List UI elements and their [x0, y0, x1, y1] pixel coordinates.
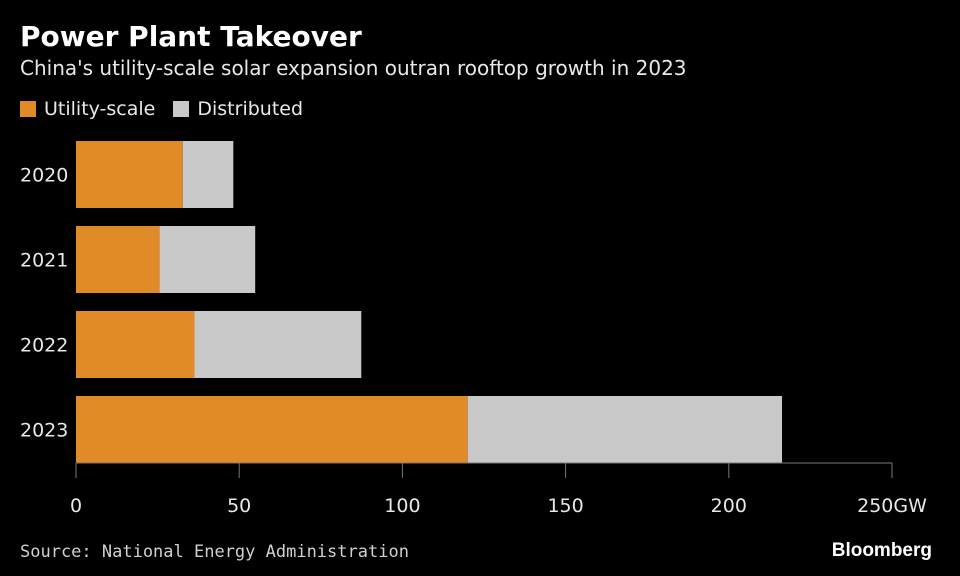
y-tick-label-2021: 2021 [20, 250, 68, 272]
y-tick-label-2020: 2020 [20, 165, 68, 187]
y-tick-label-2023: 2023 [20, 420, 68, 442]
legend-swatch-utility [20, 101, 36, 117]
legend-item-utility: Utility-scale [20, 98, 155, 120]
legend: Utility-scale Distributed [20, 98, 303, 120]
x-tick-label-0: 0 [70, 495, 82, 517]
bar-utility-2022 [76, 311, 195, 378]
x-tick-label-200: 200 [711, 495, 747, 517]
x-tick-label-50: 50 [227, 495, 251, 517]
bar-utility-2021 [76, 226, 160, 293]
bar-utility-2020 [76, 141, 183, 208]
bar-utility-2023 [76, 396, 468, 463]
legend-label-distributed: Distributed [197, 98, 304, 120]
x-tick-label-100: 100 [384, 495, 420, 517]
bloomberg-logo: Bloomberg [831, 540, 932, 561]
chart-subtitle: China's utility-scale solar expansion ou… [20, 56, 687, 80]
source-note: Source: National Energy Administration [20, 542, 409, 562]
x-tick-label-150: 150 [547, 495, 583, 517]
legend-label-utility: Utility-scale [44, 98, 156, 120]
bar-distributed-2021 [159, 226, 256, 293]
bar-distributed-2022 [194, 311, 362, 378]
y-tick-label-2022: 2022 [20, 335, 68, 357]
chart-title: Power Plant Takeover [20, 20, 362, 53]
x-tick-label-250: 250GW [857, 495, 927, 517]
legend-swatch-distributed [173, 101, 190, 117]
bar-distributed-2023 [467, 396, 783, 463]
legend-item-distributed: Distributed [173, 98, 303, 120]
bar-distributed-2020 [182, 141, 234, 208]
